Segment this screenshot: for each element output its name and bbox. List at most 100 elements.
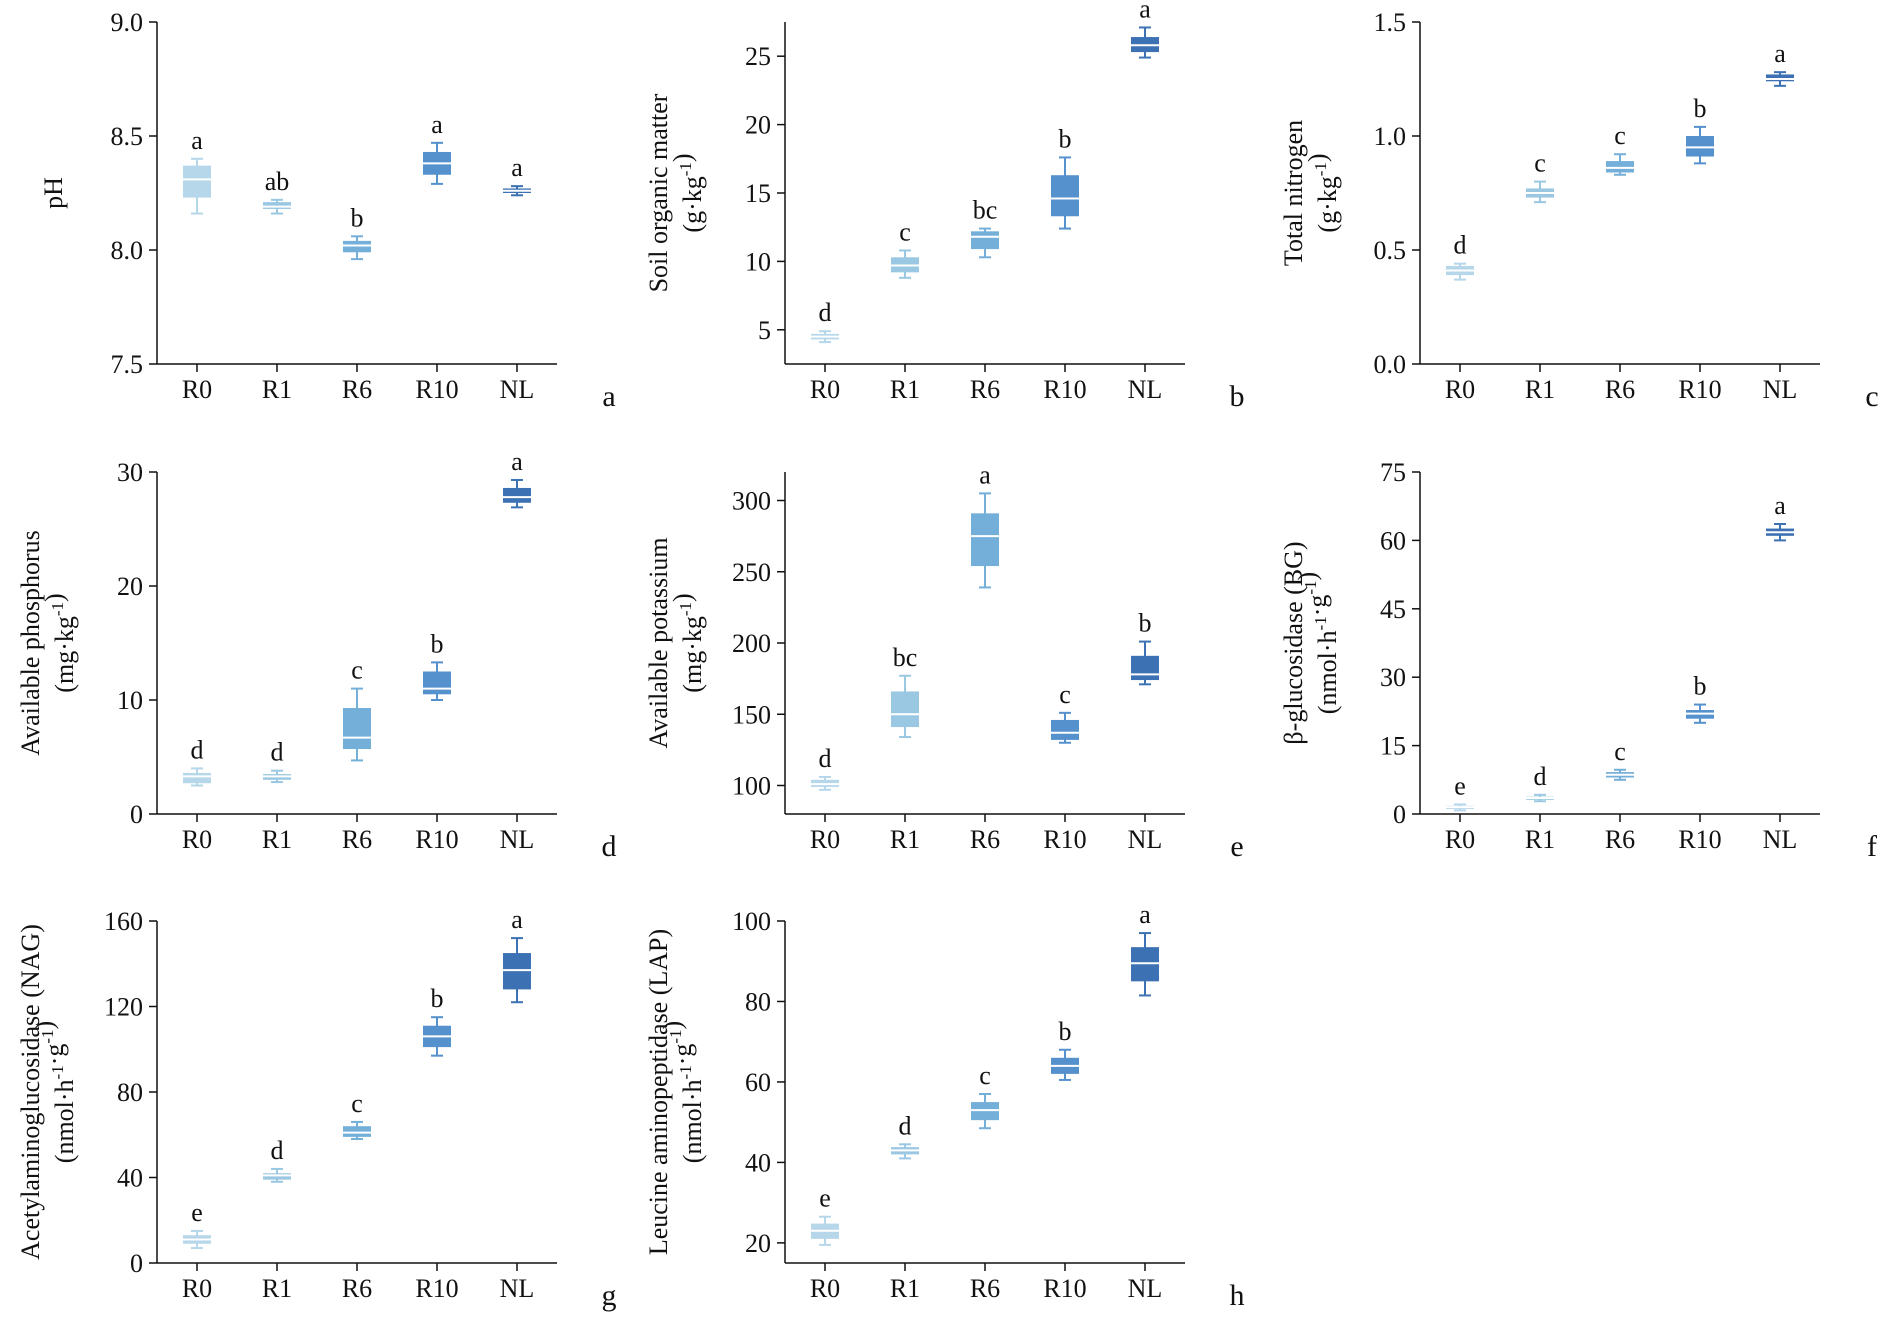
y-tick-label: 5 bbox=[758, 316, 771, 345]
panel-e: 100 150 200 250 300 R0 R1 R6 R10 NL d bc a c b Availabl… bbox=[644, 460, 1244, 863]
box-r1: c bbox=[891, 217, 919, 279]
x-tick-label-r6: R6 bbox=[342, 1274, 372, 1303]
y-tick-label: 9.0 bbox=[111, 8, 144, 37]
x-tick-label-r6: R6 bbox=[970, 375, 1000, 404]
panel-letter: d bbox=[602, 830, 617, 863]
box-iqr bbox=[1686, 136, 1714, 157]
box-r0: e bbox=[1446, 771, 1474, 812]
significance-label: c bbox=[899, 217, 911, 246]
box-iqr bbox=[343, 240, 371, 253]
significance-label: b bbox=[1694, 94, 1707, 123]
y-tick-label: 160 bbox=[104, 907, 143, 936]
significance-label: e bbox=[1454, 771, 1466, 800]
x-tick-label-r10: R10 bbox=[415, 1274, 458, 1303]
significance-label: d bbox=[1454, 231, 1467, 260]
y-tick-label: 30 bbox=[117, 458, 143, 487]
box-r6: c bbox=[1606, 737, 1634, 781]
box-r0: a bbox=[183, 126, 211, 215]
x-tick-label-nl: NL bbox=[500, 825, 535, 854]
box-r10: b bbox=[1686, 94, 1714, 165]
significance-label: b bbox=[1694, 672, 1707, 701]
x-tick-label-r1: R1 bbox=[890, 1274, 920, 1303]
y-axis-title-line-2: (g·kg-1) bbox=[1303, 153, 1342, 232]
x-tick-label-r1: R1 bbox=[1525, 825, 1555, 854]
box-iqr bbox=[971, 231, 999, 250]
y-tick-label: 10 bbox=[745, 247, 771, 276]
box-r10: b bbox=[1686, 672, 1714, 724]
significance-label: c bbox=[1614, 737, 1626, 766]
y-tick-label: 20 bbox=[745, 1229, 771, 1258]
significance-label: a bbox=[511, 153, 523, 182]
y-tick-label: 80 bbox=[117, 1078, 143, 1107]
x-tick-label-r6: R6 bbox=[970, 1274, 1000, 1303]
box-r0: e bbox=[811, 1184, 839, 1246]
y-tick-label: 45 bbox=[1380, 595, 1406, 624]
box-nl: a bbox=[1766, 39, 1794, 87]
box-r10: b bbox=[423, 984, 451, 1057]
y-axis-title-line-1: β-glucosidase (BG) bbox=[1279, 541, 1308, 744]
x-tick-label-r1: R1 bbox=[890, 375, 920, 404]
panel-letter: a bbox=[602, 380, 615, 413]
box-r6: c bbox=[343, 1089, 371, 1141]
x-tick-label-r6: R6 bbox=[1605, 375, 1635, 404]
box-r1: c bbox=[1526, 149, 1554, 204]
y-axis-title-line-1: Available potassium bbox=[644, 537, 673, 748]
x-tick-label-r10: R10 bbox=[1043, 375, 1086, 404]
significance-label: b bbox=[1139, 609, 1152, 638]
y-tick-label: 1.5 bbox=[1374, 8, 1407, 37]
x-tick-label-r0: R0 bbox=[810, 1274, 840, 1303]
box-r6: c bbox=[343, 656, 371, 762]
box-r0: d bbox=[183, 735, 211, 787]
significance-label: a bbox=[979, 460, 991, 489]
panel-letter: f bbox=[1867, 830, 1877, 863]
y-tick-label: 8.0 bbox=[111, 236, 144, 265]
box-iqr bbox=[1051, 719, 1079, 740]
significance-label: c bbox=[1534, 149, 1546, 178]
y-tick-label: 30 bbox=[1380, 663, 1406, 692]
x-tick-label-r1: R1 bbox=[1525, 375, 1555, 404]
significance-label: c bbox=[1614, 121, 1626, 150]
box-r0: d bbox=[1446, 231, 1474, 281]
x-tick-label-nl: NL bbox=[500, 375, 535, 404]
box-nl: a bbox=[503, 153, 531, 197]
y-tick-label: 0.5 bbox=[1374, 236, 1407, 265]
box-nl: b bbox=[1131, 609, 1159, 686]
box-r1: d bbox=[263, 738, 291, 784]
y-tick-label: 0 bbox=[130, 800, 143, 829]
significance-label: d bbox=[271, 1136, 284, 1165]
y-tick-label: 60 bbox=[745, 1068, 771, 1097]
box-r6: b bbox=[343, 203, 371, 261]
x-tick-label-r0: R0 bbox=[182, 1274, 212, 1303]
box-iqr bbox=[263, 202, 291, 209]
box-nl: a bbox=[1131, 900, 1159, 997]
significance-label: bc bbox=[973, 196, 998, 225]
x-tick-label-r6: R6 bbox=[1605, 825, 1635, 854]
y-tick-label: 40 bbox=[117, 1164, 143, 1193]
y-tick-label: 15 bbox=[745, 179, 771, 208]
box-iqr bbox=[1131, 655, 1159, 681]
y-tick-label: 200 bbox=[732, 629, 771, 658]
box-iqr bbox=[263, 1173, 291, 1180]
significance-label: e bbox=[819, 1184, 831, 1213]
x-tick-label-r10: R10 bbox=[1043, 1274, 1086, 1303]
x-tick-label-nl: NL bbox=[1763, 825, 1798, 854]
box-iqr bbox=[1606, 161, 1634, 173]
x-tick-label-r10: R10 bbox=[415, 825, 458, 854]
y-tick-label: 40 bbox=[745, 1148, 771, 1177]
significance-label: d bbox=[819, 298, 832, 327]
y-tick-label: 7.5 bbox=[111, 350, 144, 379]
x-tick-label-r6: R6 bbox=[342, 375, 372, 404]
y-axis-title-line-1: Acetylaminoglucosidase (NAG) bbox=[16, 924, 45, 1260]
x-tick-label-r10: R10 bbox=[1678, 825, 1721, 854]
y-tick-label: 100 bbox=[732, 907, 771, 936]
y-axis-title-line-2: (nmol·h-1·g-1) bbox=[658, 1021, 707, 1163]
significance-label: b bbox=[1059, 124, 1072, 153]
significance-label: a bbox=[1774, 491, 1786, 520]
box-iqr bbox=[891, 691, 919, 728]
panel-letter: h bbox=[1230, 1279, 1245, 1312]
y-axis-title-line-2: (g·kg-1) bbox=[668, 153, 707, 232]
y-tick-label: 250 bbox=[732, 558, 771, 587]
box-r6: bc bbox=[971, 196, 999, 259]
panel-letter: b bbox=[1230, 380, 1245, 413]
box-r10: b bbox=[423, 629, 451, 701]
